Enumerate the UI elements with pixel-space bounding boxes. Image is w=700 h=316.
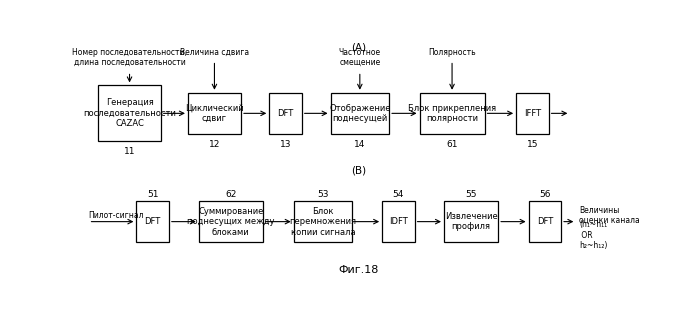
Text: DFT: DFT (277, 109, 293, 118)
Bar (528, 201, 561, 242)
Text: Величины
оценки канала: Величины оценки канала (579, 206, 640, 225)
Bar (98, 85, 161, 141)
Bar (199, 201, 262, 242)
Text: 56: 56 (539, 190, 551, 198)
Text: 51: 51 (147, 190, 158, 198)
Text: 15: 15 (526, 140, 538, 149)
Text: 55: 55 (466, 190, 477, 198)
Text: IDFT: IDFT (389, 217, 407, 226)
Bar (444, 201, 498, 242)
Text: 11: 11 (124, 147, 135, 156)
Text: Блок
перемножения
копии сигнала: Блок перемножения копии сигнала (289, 207, 356, 237)
Text: 62: 62 (225, 190, 237, 198)
Bar (188, 93, 241, 134)
Text: Циклический
сдвиг: Циклический сдвиг (185, 104, 244, 123)
Text: DFT: DFT (144, 217, 161, 226)
Bar (136, 201, 169, 242)
Text: Генерация
последовательности
CAZAC: Генерация последовательности CAZAC (83, 99, 176, 128)
Text: 54: 54 (393, 190, 404, 198)
Text: Полярность: Полярность (428, 48, 476, 57)
Text: 53: 53 (317, 190, 329, 198)
Text: Извлечение
профиля: Извлечение профиля (444, 212, 498, 231)
Text: Частотное
смещение: Частотное смещение (339, 48, 381, 67)
Text: DFT: DFT (537, 217, 553, 226)
Text: Блок прикрепления
полярности: Блок прикрепления полярности (408, 104, 496, 123)
Text: 14: 14 (354, 140, 365, 149)
Text: 12: 12 (209, 140, 220, 149)
Text: 61: 61 (447, 140, 458, 149)
Bar (330, 93, 389, 134)
Bar (419, 93, 484, 134)
Bar (270, 93, 302, 134)
Bar (294, 201, 352, 242)
Bar (382, 201, 414, 242)
Text: Суммирование
поднесущих между
блоками: Суммирование поднесущих между блоками (187, 207, 274, 237)
Text: IFFT: IFFT (524, 109, 541, 118)
Text: (h₁~h₁₁
 OR
h₂~h₁₂): (h₁~h₁₁ OR h₂~h₁₂) (579, 221, 608, 250)
Text: (B): (B) (351, 166, 366, 176)
Text: (A): (A) (351, 43, 366, 53)
Text: Отображение
поднесущей: Отображение поднесущей (329, 104, 391, 123)
Bar (516, 93, 549, 134)
Text: Пилот-сигнал: Пилот-сигнал (89, 211, 144, 221)
Text: Фиг.18: Фиг.18 (339, 265, 379, 275)
Text: Величина сдвига: Величина сдвига (180, 48, 249, 57)
Text: 13: 13 (280, 140, 291, 149)
Text: Номер последовательности,
длина последовательности: Номер последовательности, длина последов… (72, 48, 187, 67)
